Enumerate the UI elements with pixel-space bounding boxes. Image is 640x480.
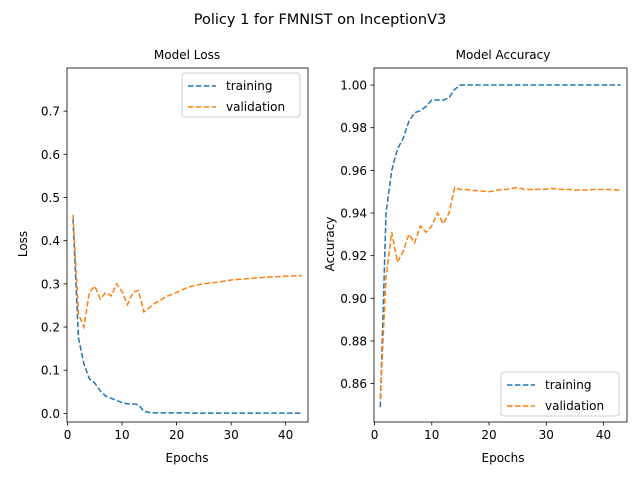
accuracy-ytick-label: 0.90 — [340, 292, 367, 306]
loss-ytick-label: 0.1 — [41, 364, 60, 378]
accuracy-chart: Model Accuracy Epochs Accuracy 0 10 20 30 40… — [323, 48, 628, 465]
accuracy-ytick-label: 1.00 — [340, 79, 367, 93]
loss-xtick-label: 10 — [114, 428, 129, 442]
loss-xtick-label: 40 — [278, 428, 293, 442]
accuracy-x-axis-label: Epochs — [482, 451, 525, 465]
loss-y-axis-label: Loss — [16, 231, 30, 257]
loss-ytick-label: 0.5 — [41, 191, 60, 205]
figure-title: Policy 1 for FMNIST on InceptionV3 — [194, 12, 447, 28]
loss-ytick-label: 0.6 — [41, 148, 60, 162]
loss-legend: training validation — [181, 72, 301, 118]
accuracy-legend: training validation — [500, 371, 620, 417]
loss-xtick-label: 30 — [223, 428, 238, 442]
accuracy-xtick-label: 30 — [539, 428, 554, 442]
accuracy-ytick-label: 0.88 — [340, 334, 367, 348]
accuracy-ticks: 0 10 20 30 40 0.86 0.88 0.90 0.92 0.94 0.96 0.98 1.0… — [340, 79, 611, 442]
loss-legend-box — [181, 72, 301, 118]
accuracy-chart-title: Model Accuracy — [456, 48, 551, 62]
accuracy-ytick-label: 0.92 — [340, 249, 367, 263]
accuracy-legend-box — [500, 371, 620, 417]
loss-x-axis-label: Epochs — [166, 451, 209, 465]
loss-ytick-label: 0.7 — [41, 105, 60, 119]
loss-validation-line — [72, 214, 302, 330]
accuracy-xtick-label: 20 — [481, 428, 496, 442]
accuracy-plot-frame — [373, 67, 628, 423]
loss-legend-training-label: training — [226, 79, 273, 93]
loss-ytick-label: 0.3 — [41, 277, 60, 291]
loss-ytick-label: 0.2 — [41, 321, 60, 335]
accuracy-y-axis-label: Accuracy — [323, 217, 337, 272]
accuracy-xtick-label: 40 — [596, 428, 611, 442]
accuracy-legend-training-label: training — [545, 378, 592, 392]
loss-ytick-label: 0.0 — [41, 407, 60, 421]
accuracy-ytick-label: 0.98 — [340, 121, 367, 135]
accuracy-legend-validation-label: validation — [545, 399, 604, 413]
accuracy-series-lines — [379, 84, 621, 408]
loss-ticks: 0 10 20 30 40 0.0 0.1 0.2 0.3 0.4 0.5 0.6 0.7 — [41, 105, 293, 442]
loss-xtick-label: 20 — [169, 428, 184, 442]
loss-plot-frame — [66, 67, 309, 423]
accuracy-training-line — [379, 84, 621, 408]
loss-training-line — [72, 219, 302, 414]
accuracy-xtick-label: 10 — [424, 428, 439, 442]
loss-ytick-label: 0.4 — [41, 234, 60, 248]
loss-legend-validation-label: validation — [226, 100, 285, 114]
loss-chart: Model Loss Epochs Loss 0 10 20 30 40 0.0 0.1 0.… — [16, 48, 309, 465]
accuracy-ytick-label: 0.86 — [340, 377, 367, 391]
accuracy-validation-line — [379, 186, 621, 399]
accuracy-xtick-label: 0 — [371, 428, 379, 442]
loss-xtick-label: 0 — [64, 428, 72, 442]
accuracy-ytick-label: 0.96 — [340, 164, 367, 178]
loss-series-lines — [72, 214, 302, 414]
loss-chart-title: Model Loss — [154, 48, 220, 62]
accuracy-ytick-label: 0.94 — [340, 207, 367, 221]
